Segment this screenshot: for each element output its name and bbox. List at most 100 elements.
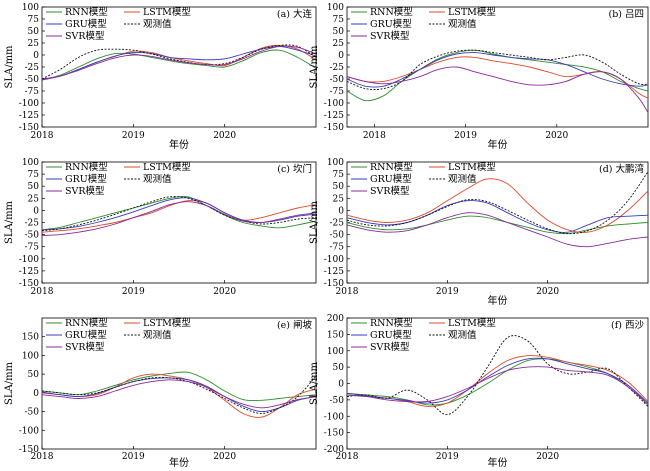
x-tick-label: 2020 [536,287,559,297]
y-tick-label: 50 [28,182,40,192]
y-tick-label: -50 [25,408,40,418]
y-tick-label: -100 [19,255,39,265]
legend-label-svr: SVR模型 [370,185,410,197]
y-tick-label: -50 [330,396,345,406]
y-tick-label: -75 [25,87,40,97]
x-tick-label: 2019 [122,452,145,462]
series-line-lstm [347,178,648,233]
y-tick-label: 75 [28,15,40,25]
legend-label-svr: SVR模型 [65,30,105,42]
x-tick-label: 2019 [454,131,477,141]
y-tick-label: -150 [19,279,39,289]
series-line-svr [347,366,648,406]
y-tick-label: 100 [22,3,39,13]
y-tick-label: -100 [19,99,39,109]
y-tick-label: -100 [19,426,39,436]
x-tick-label: 2018 [31,287,54,297]
x-tick-label: 2019 [436,287,459,297]
y-tick-label: -100 [324,99,344,109]
series-line-svr [347,212,648,248]
legend-label-gru: GRU模型 [370,329,412,341]
panel-label: (d) 大鹏湾 [599,163,645,175]
y-tick-label: 0 [338,380,344,390]
legend: RNN模型 LSTM模型 GRU模型 观测值 SVR模型 [351,161,496,197]
x-tick-label: 2019 [122,287,145,297]
x-axis-title: 年份 [169,138,189,151]
y-tick-label: 200 [327,314,344,324]
legend-label-obs: 观测值 [448,329,477,341]
y-tick-label: -25 [25,63,40,73]
panel-label: (e) 闸坡 [277,319,313,331]
y-tick-label: 100 [327,3,344,13]
series-line-gru [347,357,648,404]
y-tick-label: 25 [333,194,345,204]
y-tick-label: 75 [333,170,345,180]
panel-4: -150 -125 -100 -75 -50 -25 0 25 50 75 100 2018 2019 2… [309,158,649,307]
legend-label-gru: GRU模型 [65,173,107,185]
series-line-svr [42,379,316,409]
y-tick-label: -75 [330,243,345,253]
y-tick-label: 100 [327,347,344,357]
series-line-obs [347,171,648,235]
y-tick-label: 25 [28,39,40,49]
legend-label-obs: 观测值 [448,173,477,185]
legend-label-obs: 观测值 [143,173,172,185]
series-line-svr [347,66,648,113]
x-tick-label: 2020 [213,287,236,297]
panel-label: (c) 坎门 [277,163,312,175]
y-tick-label: 150 [22,333,39,343]
y-tick-label: -25 [330,63,345,73]
legend: RNN模型 LSTM模型 GRU模型 观测值 SVR模型 [46,161,191,197]
y-tick-label: 25 [333,39,345,49]
series-line-rnn [42,195,316,231]
legend-label-svr: SVR模型 [370,30,410,42]
y-tick-label: 50 [28,370,40,380]
y-axis-title: SLA/mm [309,45,320,89]
plot-frame [41,317,317,450]
y-tick-label: -150 [19,123,39,133]
y-tick-label: 50 [333,27,345,37]
y-axis-title: SLA/mm [309,361,320,405]
legend-label-svr: SVR模型 [370,341,410,353]
y-tick-label: -25 [25,219,40,229]
y-tick-label: -125 [19,267,39,277]
x-tick-label: 2020 [213,131,236,141]
y-tick-label: -150 [19,445,39,455]
series-line-obs [347,335,648,416]
series-line-rnn [42,49,316,81]
panel-6: -200 -150 -100 -50 0 50 100 150 200 2018 2019 2020 S… [309,314,649,469]
panel-3: -150 -125 -100 -75 -50 -25 0 25 50 75 100 2018 2019 2… [4,158,317,297]
panel-label: (b) 吕四 [608,9,644,20]
y-tick-label: -125 [19,111,39,121]
y-tick-label: -150 [324,279,344,289]
legend-label-lstm: LSTM模型 [143,6,191,18]
series-line-gru [42,377,316,413]
x-tick-label: 2019 [436,452,459,462]
y-tick-label: -200 [324,445,344,455]
y-tick-label: -50 [330,75,345,85]
x-tick-label: 2018 [31,452,54,462]
legend-label-lstm: LSTM模型 [448,317,496,329]
y-tick-label: -150 [324,123,344,133]
legend-label-gru: GRU模型 [370,173,412,185]
legend-label-obs: 观测值 [143,18,172,30]
legend-label-rnn: RNN模型 [370,317,413,329]
x-axis-title: 年份 [488,138,508,151]
y-tick-label: 50 [28,27,40,37]
y-tick-label: 75 [28,170,40,180]
series-line-obs [42,196,316,232]
y-tick-label: -150 [324,429,344,439]
y-tick-label: -25 [330,219,345,229]
legend-label-rnn: RNN模型 [370,6,413,18]
x-tick-label: 2019 [122,131,145,141]
series-line-rnn [42,371,316,402]
legend-label-obs: 观测值 [448,18,477,30]
series-line-gru [347,52,648,88]
y-tick-label: 0 [33,206,39,216]
series-line-lstm [42,373,316,418]
series-line-svr [42,45,316,81]
legend-label-obs: 观测值 [143,329,172,341]
x-tick-label: 2018 [31,131,54,141]
legend-label-rnn: RNN模型 [370,161,413,173]
